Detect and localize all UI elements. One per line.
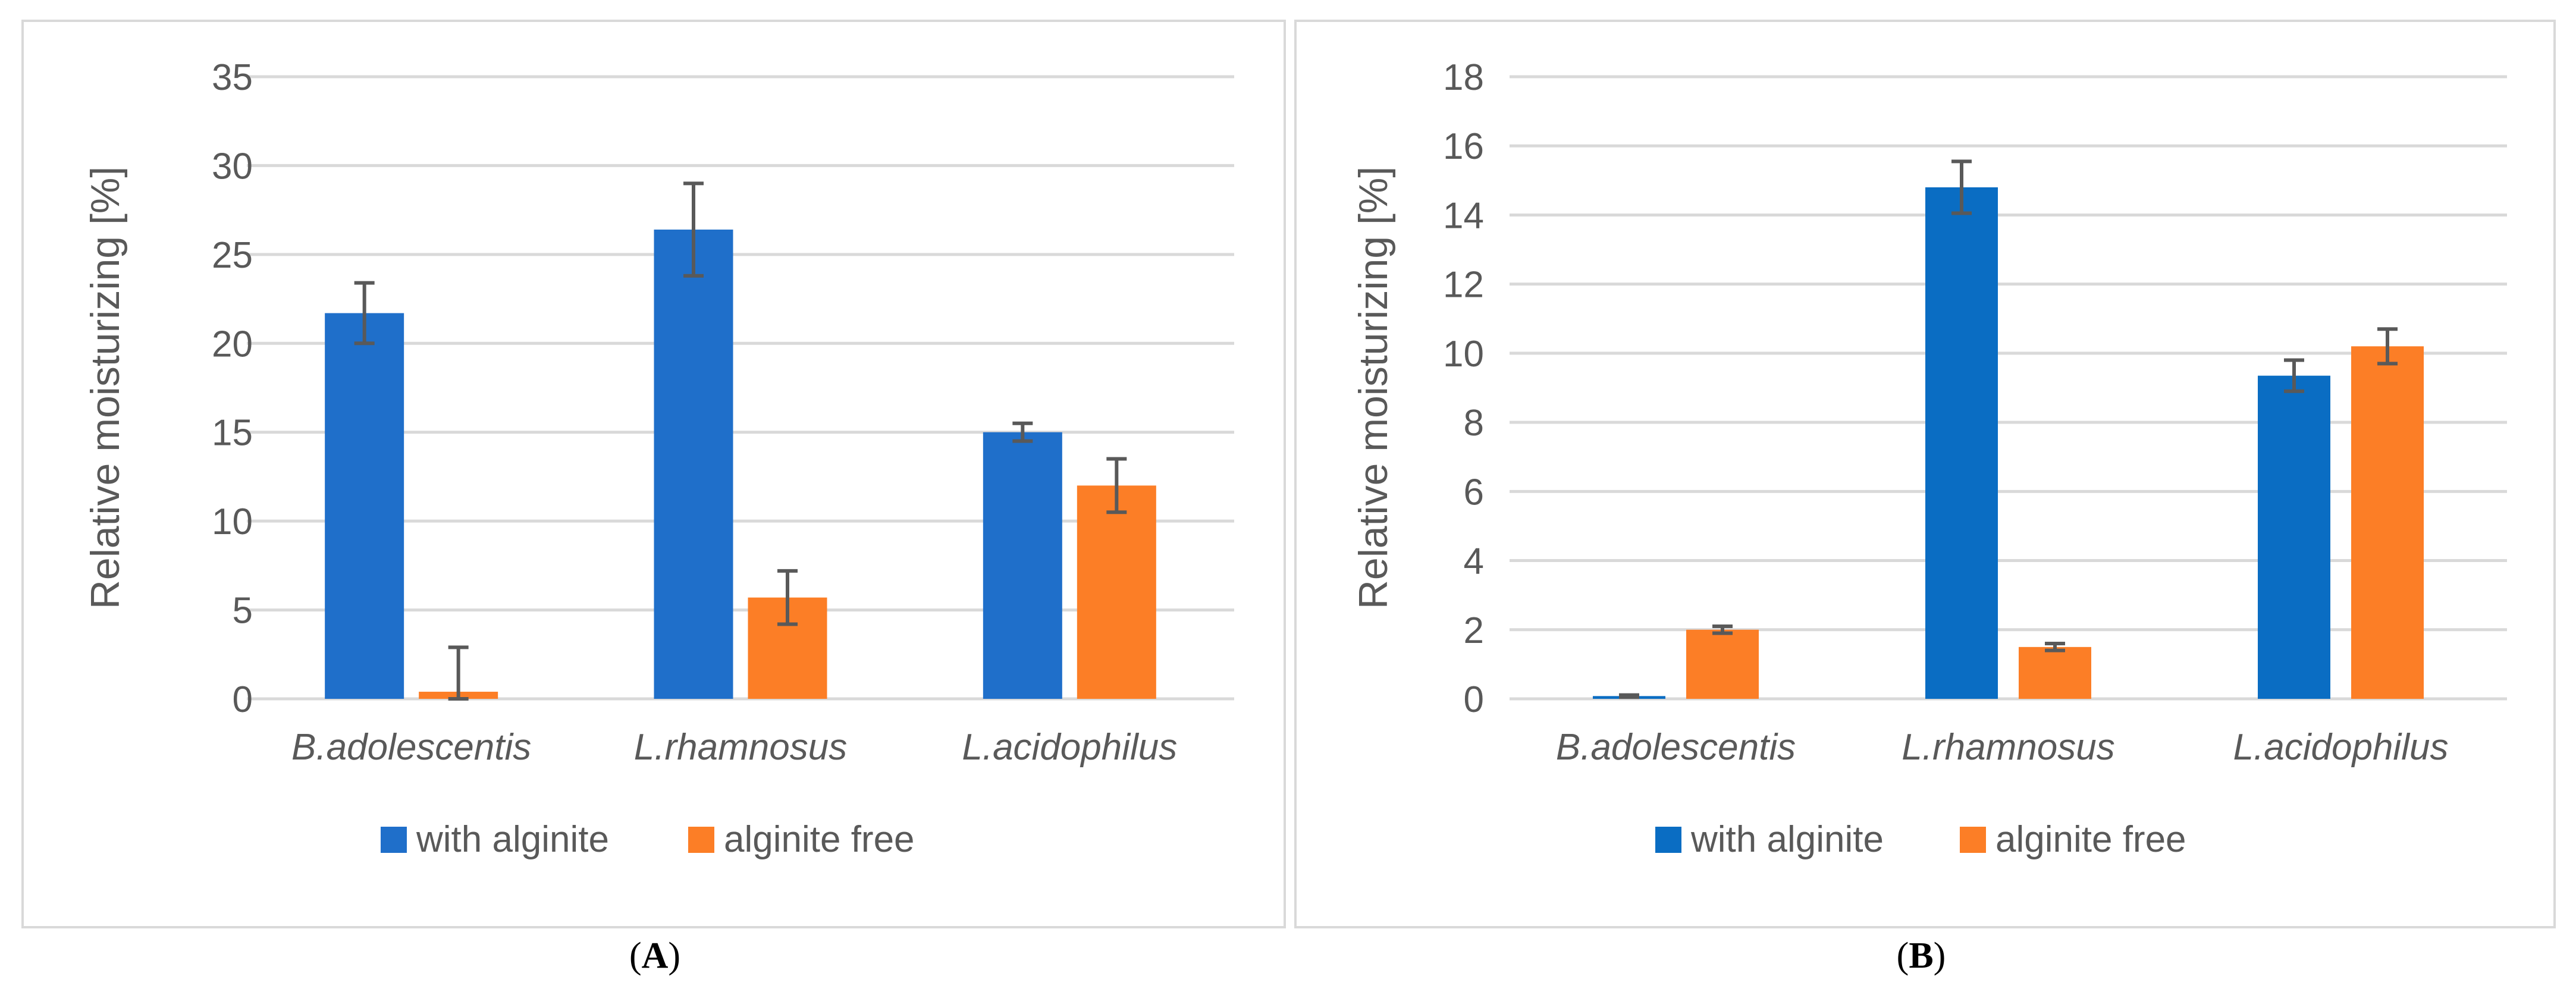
y-tick-label-b-8: 16 [1443,126,1484,167]
y-tick-label-b-1: 2 [1464,610,1484,651]
legend-swatch-a-1 [688,827,714,853]
y-tick-label-b-9: 18 [1443,57,1484,98]
bar-b-with-alginite-2 [2258,375,2330,699]
x-tick-label-b-0: B.adolescentis [1556,727,1796,768]
legend-swatch-a-0 [381,827,407,853]
legend-label-a-0: with alginite [416,819,609,860]
legend-label-b-0: with alginite [1690,819,1884,860]
y-tick-label-a-3: 15 [212,413,253,454]
chart-panel-a: 0 5 10 15 20 25 30 35 Relative moisturizing [%] B… [21,20,1286,928]
y-tick-label-a-5: 25 [212,235,253,276]
x-tick-label-a-2: L.acidophilus [962,727,1177,768]
y-tick-label-b-7: 14 [1443,195,1484,236]
bar-a-with-alginite-0 [325,313,404,699]
y-tick-label-a-0: 0 [233,679,253,720]
y-tick-label-a-7: 35 [212,57,253,98]
legend-swatch-b-0 [1655,827,1681,853]
y-axis-label-a: Relative moisturizing [%] [83,167,128,609]
x-tick-label-a-0: B.adolescentis [291,727,531,768]
x-tick-label-b-1: L.rhamnosus [1902,727,2114,768]
y-tick-label-a-4: 20 [212,324,253,365]
x-tick-label-b-2: L.acidophilus [2233,727,2449,768]
y-tick-label-a-6: 30 [212,146,253,187]
legend-label-b-1: alginite free [1995,819,2186,860]
bar-b-alginite-free-1 [2019,646,2091,699]
y-tick-label-b-2: 4 [1464,541,1484,582]
y-axis-label-b: Relative moisturizing [%] [1351,167,1396,609]
panel-label-b: (B) [1896,936,1946,976]
bar-b-alginite-free-0 [1686,629,1759,699]
bar-a-alginite-free-2 [1077,485,1156,699]
bar-a-with-alginite-2 [983,432,1062,699]
y-tick-label-b-5: 10 [1443,334,1484,375]
bar-b-with-alginite-1 [1925,187,1998,699]
panel-label-a: (A) [629,936,681,976]
y-tick-label-b-0: 0 [1464,679,1484,720]
chart-panel-b: 0 2 4 6 8 10 12 14 16 18 Relative moisturizing [%]… [1294,20,2556,928]
legend-label-a-1: alginite free [724,819,915,860]
y-tick-label-b-3: 6 [1464,472,1484,513]
legend-swatch-b-1 [1960,827,1986,853]
y-tick-label-b-6: 12 [1443,265,1484,306]
bar-a-with-alginite-1 [654,230,733,699]
y-tick-label-a-2: 10 [212,501,253,542]
x-tick-label-a-1: L.rhamnosus [634,727,847,768]
bar-b-alginite-free-2 [2351,346,2424,699]
chart-a-svg: 0 5 10 15 20 25 30 35 Relative moisturizing [%] B… [83,57,1234,860]
chart-b-svg: 0 2 4 6 8 10 12 14 16 18 Relative moisturizing [%]… [1351,57,2507,860]
y-tick-label-a-1: 5 [233,591,253,632]
y-tick-label-b-4: 8 [1464,403,1484,444]
